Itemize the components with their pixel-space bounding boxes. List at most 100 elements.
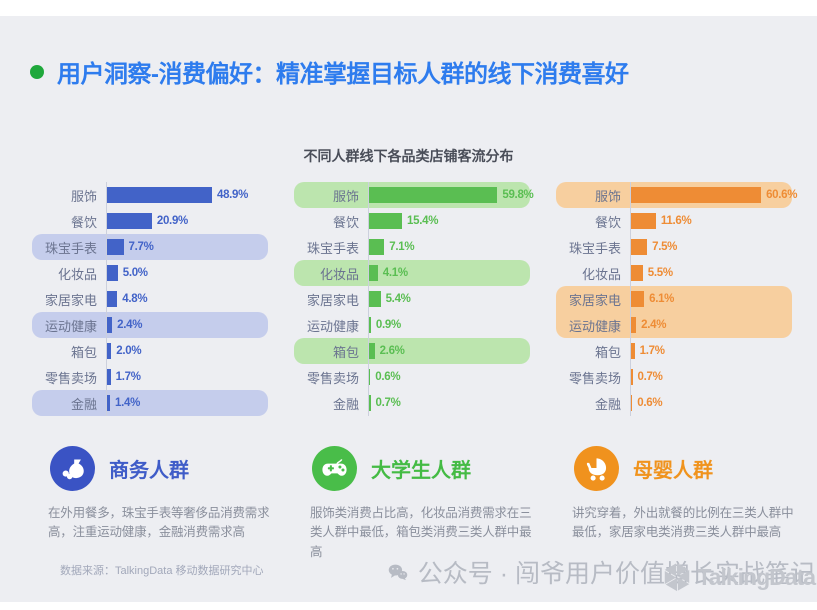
bar-row: 服饰 60.6% — [556, 182, 797, 208]
value-label: 2.4% — [641, 319, 667, 331]
bar — [107, 213, 152, 229]
bar-row: 金融 0.7% — [294, 390, 530, 416]
value-label: 0.7% — [375, 397, 401, 409]
value-label: 1.4% — [115, 397, 141, 409]
bar-track: 7.5% — [630, 234, 792, 260]
value-label: 60.6% — [766, 189, 798, 201]
bar-track: 4.1% — [368, 260, 530, 286]
watermark: 公众号 · 闯爷用户价值增长实战笔记 TalkingData — [388, 552, 816, 594]
bar-track: 20.9% — [106, 208, 268, 234]
bar — [631, 395, 633, 411]
bar-track: 0.7% — [630, 364, 792, 390]
category-label: 餐饮 — [594, 214, 621, 230]
value-label: 0.7% — [637, 371, 663, 383]
slide-background: 用户洞察-消费偏好：精准掌握目标人群的线下消费喜好 不同人群线下各品类店铺客流分… — [0, 16, 817, 602]
bar-row: 箱包 1.7% — [556, 338, 792, 364]
category-label: 运动健康 — [44, 318, 97, 334]
bar-track: 0.6% — [368, 364, 530, 390]
bar — [369, 291, 381, 307]
bar-row: 化妆品 5.0% — [32, 260, 268, 286]
persona-description: 在外用餐多，珠宝手表等奢侈品消费需求高，注重运动健康，金融消费需求高 — [48, 506, 270, 540]
category-label: 零售卖场 — [306, 370, 359, 386]
bar-track: 11.6% — [630, 208, 792, 234]
bar — [631, 369, 633, 385]
bar-row: 零售卖场 1.7% — [32, 364, 268, 390]
bar — [369, 343, 375, 359]
bar-track: 59.8% — [368, 182, 534, 208]
value-label: 20.9% — [156, 215, 188, 227]
data-source-note: 数据来源：TalkingData 移动数据研究中心 — [60, 565, 264, 577]
bar-row: 服饰 59.8% — [294, 182, 534, 208]
bar — [631, 317, 637, 333]
bar — [631, 213, 656, 229]
page-title: 用户洞察-消费偏好：精准掌握目标人群的线下消费喜好 — [57, 61, 629, 88]
bar — [369, 265, 378, 281]
bar-track: 2.0% — [106, 338, 268, 364]
value-label: 5.0% — [122, 267, 148, 279]
bar-row: 金融 0.6% — [556, 390, 792, 416]
category-label: 运动健康 — [306, 318, 359, 334]
category-label: 家居家电 — [306, 292, 359, 308]
value-label: 7.1% — [389, 241, 415, 253]
talkingdata-logo: TalkingData — [660, 560, 816, 594]
value-label: 15.4% — [407, 215, 439, 227]
bar — [107, 265, 118, 281]
persona-name: 商务人群 — [109, 459, 189, 482]
bar-track: 2.6% — [368, 338, 530, 364]
charts-row: 服饰 48.9% 餐饮 20.9% 珠宝手表 7.7% 化妆品 5.0% 家居家电 4.8% 运动健… — [32, 182, 797, 416]
bar — [107, 187, 212, 203]
chart-column: 服饰 60.6% 餐饮 11.6% 珠宝手表 7.5% 化妆品 5.5% 家居家电 6.1% 运动健… — [556, 182, 797, 416]
bar-row: 化妆品 5.5% — [556, 260, 792, 286]
bar — [107, 395, 110, 411]
bar — [631, 291, 645, 307]
bar-row: 餐饮 11.6% — [556, 208, 792, 234]
bar-row: 服饰 48.9% — [32, 182, 268, 208]
category-label: 金融 — [332, 396, 359, 412]
bar-track: 0.9% — [368, 312, 530, 338]
money-bag-icon — [50, 445, 95, 491]
bar-track: 2.4% — [106, 312, 268, 338]
chart-column: 服饰 48.9% 餐饮 20.9% 珠宝手表 7.7% 化妆品 5.0% 家居家电 4.8% 运动健… — [32, 182, 268, 416]
value-label: 48.9% — [216, 189, 249, 201]
bar-row: 珠宝手表 7.1% — [294, 234, 530, 260]
game-controller-icon — [312, 445, 357, 491]
persona-description: 服饰类消费占比高，化妆品消费需求在三类人群中最低，箱包类消费三类人群中最高 — [310, 506, 532, 559]
bar — [631, 187, 762, 203]
bar-row: 运动健康 2.4% — [32, 312, 268, 338]
bar-track: 60.6% — [630, 182, 797, 208]
chart-title: 不同人群线下各品类店铺客流分布 — [303, 148, 514, 164]
bar — [369, 317, 371, 333]
category-label: 珠宝手表 — [44, 240, 97, 256]
value-label: 59.8% — [502, 189, 534, 201]
bar — [369, 369, 371, 385]
bar-row: 家居家电 5.4% — [294, 286, 530, 312]
value-label: 0.9% — [375, 319, 401, 331]
baby-stroller-icon — [574, 445, 619, 491]
value-label: 2.0% — [116, 345, 142, 357]
bar — [631, 265, 643, 281]
bar-track: 5.0% — [106, 260, 268, 286]
bar-track: 48.9% — [106, 182, 268, 208]
persona-card: 大学生人群服饰类消费占比高，化妆品消费需求在三类人群中最低，箱包类消费三类人群中… — [294, 444, 532, 562]
bar-row: 零售卖场 0.7% — [556, 364, 792, 390]
bar — [107, 343, 112, 359]
bar-track: 2.4% — [630, 312, 792, 338]
persona-name: 大学生人群 — [371, 459, 471, 482]
bar — [107, 239, 124, 255]
category-label: 家居家电 — [568, 292, 621, 308]
bar — [369, 395, 371, 411]
bar-track: 7.1% — [368, 234, 530, 260]
bar-track: 1.7% — [630, 338, 792, 364]
value-label: 0.6% — [375, 371, 401, 383]
persona-description: 讲究穿着，外出就餐的比例在三类人群中最低，家居家电类消费三类人群中最高 — [572, 506, 794, 540]
value-label: 1.7% — [639, 345, 665, 357]
bar — [369, 187, 498, 203]
bar — [107, 291, 118, 307]
category-label: 箱包 — [594, 344, 621, 360]
bar-track: 0.7% — [368, 390, 530, 416]
category-label: 餐饮 — [332, 214, 359, 230]
category-label: 珠宝手表 — [306, 240, 359, 256]
category-label: 零售卖场 — [44, 370, 97, 386]
category-label: 金融 — [70, 396, 97, 412]
category-label: 零售卖场 — [568, 370, 621, 386]
